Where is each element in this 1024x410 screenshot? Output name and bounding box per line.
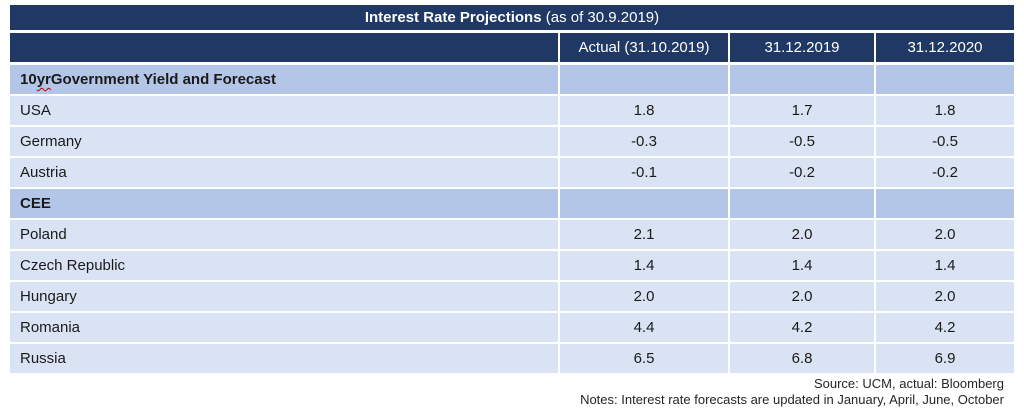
empty-cell: [728, 65, 874, 94]
table-title-bar: Interest Rate Projections (as of 30.9.20…: [10, 5, 1014, 30]
value-2019: 1.7: [728, 96, 874, 125]
table-row-russia: Russia 6.5 6.8 6.9: [10, 344, 1014, 373]
value-2019: 2.0: [728, 220, 874, 249]
empty-cell: [558, 189, 728, 218]
country-label: Russia: [10, 344, 558, 373]
table-row-hungary: Hungary 2.0 2.0 2.0: [10, 282, 1014, 311]
value-2020: 1.4: [874, 251, 1014, 280]
value-2020: -0.5: [874, 127, 1014, 156]
value-2019: -0.5: [728, 127, 874, 156]
update-note: Notes: Interest rate forecasts are updat…: [580, 392, 1004, 407]
value-2020: 2.0: [874, 220, 1014, 249]
table-row-czech-republic: Czech Republic 1.4 1.4 1.4: [10, 251, 1014, 280]
column-header-empty: [10, 33, 558, 62]
country-label: Romania: [10, 313, 558, 342]
value-2019: 1.4: [728, 251, 874, 280]
value-2020: 1.8: [874, 96, 1014, 125]
table-row-germany: Germany -0.3 -0.5 -0.5: [10, 127, 1014, 156]
value-2020: 2.0: [874, 282, 1014, 311]
country-label: Germany: [10, 127, 558, 156]
value-actual: 2.1: [558, 220, 728, 249]
value-2020: -0.2: [874, 158, 1014, 187]
empty-cell: [558, 65, 728, 94]
empty-cell: [874, 189, 1014, 218]
table-row-austria: Austria -0.1 -0.2 -0.2: [10, 158, 1014, 187]
section-label-misspelled-word: yr: [36, 71, 51, 88]
column-header-actual: Actual (31.10.2019): [558, 33, 728, 62]
country-label: Poland: [10, 220, 558, 249]
value-actual: 6.5: [558, 344, 728, 373]
value-2019: -0.2: [728, 158, 874, 187]
column-header-31-12-2019: 31.12.2019: [728, 33, 874, 62]
value-actual: 4.4: [558, 313, 728, 342]
section-label: 10 yr Government Yield and Forecast: [10, 65, 558, 94]
section-label-part: Government Yield and Forecast: [50, 71, 276, 88]
country-label: Austria: [10, 158, 558, 187]
footer-notes: Source: UCM, actual: Bloomberg Notes: In…: [10, 376, 1014, 408]
section-label: CEE: [10, 189, 558, 218]
section-label-part: 10: [20, 71, 37, 88]
value-2019: 6.8: [728, 344, 874, 373]
value-2020: 6.9: [874, 344, 1014, 373]
country-label: USA: [10, 96, 558, 125]
table-row-romania: Romania 4.4 4.2 4.2: [10, 313, 1014, 342]
country-label: Czech Republic: [10, 251, 558, 280]
value-actual: 1.8: [558, 96, 728, 125]
value-actual: 1.4: [558, 251, 728, 280]
value-2020: 4.2: [874, 313, 1014, 342]
column-header-31-12-2020: 31.12.2020: [874, 33, 1014, 62]
empty-cell: [874, 65, 1014, 94]
column-header-row: Actual (31.10.2019) 31.12.2019 31.12.202…: [10, 33, 1014, 62]
section-row-cee: CEE: [10, 189, 1014, 218]
value-actual: -0.1: [558, 158, 728, 187]
table-row-poland: Poland 2.1 2.0 2.0: [10, 220, 1014, 249]
value-actual: -0.3: [558, 127, 728, 156]
interest-rate-projections-table: Interest Rate Projections (as of 30.9.20…: [10, 5, 1014, 408]
value-2019: 2.0: [728, 282, 874, 311]
value-actual: 2.0: [558, 282, 728, 311]
country-label: Hungary: [10, 282, 558, 311]
table-title: Interest Rate Projections: [364, 9, 542, 26]
section-row-10yr-government-yield: 10 yr Government Yield and Forecast: [10, 65, 1014, 94]
table-row-usa: USA 1.8 1.7 1.8: [10, 96, 1014, 125]
table-title-suffix: (as of 30.9.2019): [541, 9, 660, 26]
source-note: Source: UCM, actual: Bloomberg: [813, 376, 1004, 391]
value-2019: 4.2: [728, 313, 874, 342]
empty-cell: [728, 189, 874, 218]
